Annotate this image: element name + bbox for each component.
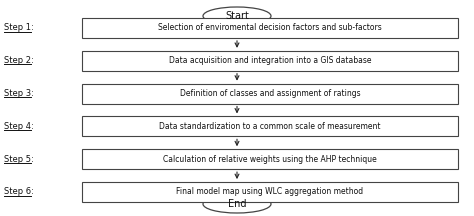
Ellipse shape xyxy=(203,195,271,213)
FancyBboxPatch shape xyxy=(82,182,458,202)
Text: Definition of classes and assignment of ratings: Definition of classes and assignment of … xyxy=(180,89,360,98)
Text: Final model map using WLC aggregation method: Final model map using WLC aggregation me… xyxy=(176,187,364,197)
FancyBboxPatch shape xyxy=(82,84,458,104)
Text: End: End xyxy=(228,199,246,209)
FancyBboxPatch shape xyxy=(82,149,458,169)
Text: Data acquisition and integration into a GIS database: Data acquisition and integration into a … xyxy=(169,56,371,65)
Text: Step 5:: Step 5: xyxy=(4,155,34,164)
Ellipse shape xyxy=(203,7,271,25)
Text: Selection of enviromental decision factors and sub-factors: Selection of enviromental decision facto… xyxy=(158,24,382,32)
Text: Step 6:: Step 6: xyxy=(4,187,34,197)
Text: Step 2:: Step 2: xyxy=(4,56,34,65)
Text: Calculation of relative weights using the AHP technique: Calculation of relative weights using th… xyxy=(163,155,377,164)
Text: Step 4:: Step 4: xyxy=(4,122,34,131)
Text: Data standardization to a common scale of measurement: Data standardization to a common scale o… xyxy=(159,122,381,131)
Text: Start: Start xyxy=(225,11,249,21)
FancyBboxPatch shape xyxy=(82,51,458,71)
FancyBboxPatch shape xyxy=(82,18,458,38)
FancyBboxPatch shape xyxy=(82,116,458,136)
Text: Step 1:: Step 1: xyxy=(4,24,34,32)
Text: Step 3:: Step 3: xyxy=(4,89,34,98)
